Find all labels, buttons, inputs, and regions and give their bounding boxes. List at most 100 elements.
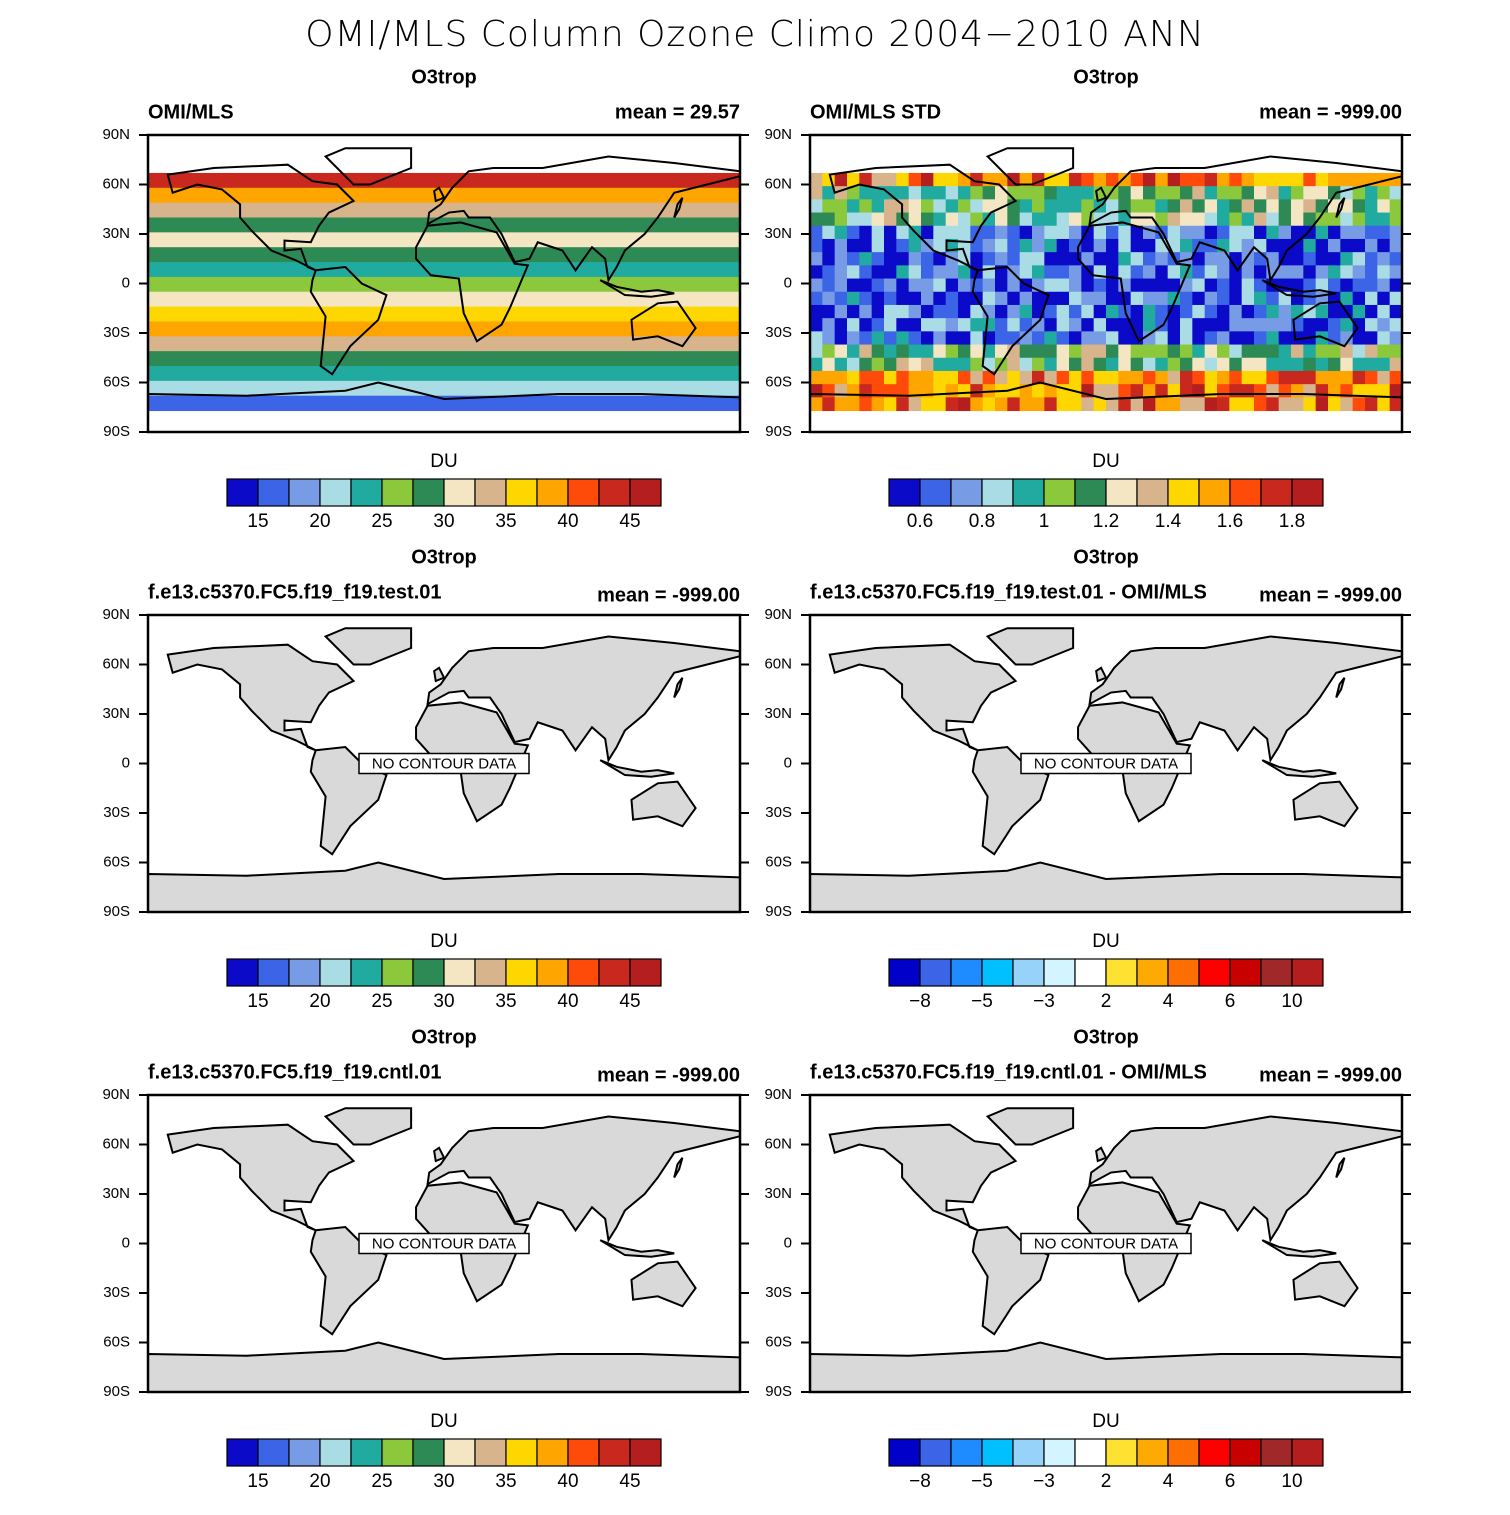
colorbar-tick-label: 35 (495, 991, 516, 1012)
field-cell (1106, 225, 1119, 240)
field-cell (1143, 238, 1156, 253)
field-cell (1291, 344, 1304, 359)
field-cell (1032, 252, 1045, 266)
field-cell (1241, 397, 1255, 412)
map (148, 147, 740, 432)
lat-label: 90N (102, 126, 130, 143)
field-cell (1254, 344, 1267, 359)
field-cell (1340, 238, 1354, 253)
field-cell (958, 225, 971, 240)
lat-label: 60S (765, 853, 792, 870)
field-cell (847, 238, 860, 253)
field-cell (945, 397, 959, 412)
colorbar-box (567, 1438, 600, 1467)
field-cell (1352, 291, 1366, 306)
colorbar-box (888, 958, 921, 987)
field-cell (1389, 397, 1402, 412)
colorbar-box (412, 958, 445, 987)
colorbar-box (319, 478, 352, 507)
field-cell (1328, 186, 1341, 200)
field-cell (847, 357, 860, 372)
field-cell (1130, 225, 1144, 240)
panel: O3trop OMI/MLS mean = 29.57 90N 60N 30N 0 30S 60… (102, 66, 749, 532)
field-cell (1019, 212, 1033, 227)
field-cell (1315, 265, 1329, 280)
lat-label: 60S (765, 373, 792, 390)
field-cell (1254, 291, 1267, 306)
field-cell (822, 384, 836, 398)
field-cell (1143, 331, 1156, 346)
field-cell (896, 278, 910, 293)
field-cell (1352, 265, 1366, 280)
colorbar-tick-label: 10 (1281, 1471, 1302, 1492)
field-cell (1155, 172, 1169, 187)
colorbar-tick-label: 6 (1225, 1471, 1236, 1492)
panel-title: O3trop (1073, 1026, 1139, 1048)
field-cell (810, 370, 823, 385)
colorbar-tick-label: 40 (557, 511, 578, 532)
field-cell (1118, 238, 1132, 253)
field-cell (921, 370, 934, 385)
field-cell (859, 212, 873, 227)
field-cell (1032, 384, 1045, 398)
field-cell (1032, 225, 1045, 240)
field-cell (834, 238, 848, 253)
field-cell (1365, 357, 1378, 372)
field-cell (1106, 344, 1119, 359)
field-cell (1044, 278, 1058, 293)
field-cell (859, 238, 873, 253)
field-cell (970, 370, 984, 385)
field-cell (1328, 278, 1341, 293)
field-cell (834, 252, 848, 266)
field-cell (1130, 304, 1144, 319)
field-cell (1069, 357, 1082, 372)
field-cell (958, 318, 971, 332)
field-cell (1056, 397, 1070, 412)
field-cell (1377, 225, 1391, 240)
field-cell (1180, 344, 1193, 359)
field-cell (1007, 370, 1021, 385)
field-cell (1291, 225, 1304, 240)
colorbar-tick-label: 1.4 (1155, 511, 1182, 532)
colorbar-box (1229, 1438, 1262, 1467)
field-cell (847, 397, 860, 412)
colorbar-box (1167, 478, 1200, 507)
colorbar-tick-label: 15 (247, 1471, 268, 1492)
field-cell (1155, 331, 1169, 346)
field-cell (1032, 331, 1045, 346)
field-cell (1266, 238, 1280, 253)
colorbar-box (950, 1438, 983, 1467)
colorbar-box (381, 478, 414, 507)
field-cell (1389, 199, 1402, 214)
field-cell (1278, 344, 1292, 359)
field-cell (1167, 212, 1181, 227)
field-cell (1389, 238, 1402, 253)
field-cell (908, 252, 922, 266)
colorbar-tick-label: 45 (619, 1471, 640, 1492)
field-cell (1081, 186, 1095, 200)
field-cell (1180, 186, 1193, 200)
field-cell (1130, 397, 1144, 412)
colorbar-box (1291, 958, 1324, 987)
field-cell (1266, 172, 1280, 187)
lat-label: 60N (102, 175, 130, 192)
colorbar-box (381, 958, 414, 987)
field-cell (1192, 291, 1206, 306)
lat-label: 60S (103, 373, 130, 390)
field-cell (834, 291, 848, 306)
field-cell (859, 225, 873, 240)
field-cell (1303, 357, 1317, 372)
field-cell (1069, 225, 1082, 240)
panel-right-label: mean = -999.00 (1259, 584, 1402, 606)
colorbar-tick-label: 25 (371, 991, 392, 1012)
field-cell (1155, 370, 1169, 385)
field-band (148, 336, 740, 352)
field-cell (847, 278, 860, 293)
field-cell (834, 265, 848, 280)
field-cell (970, 331, 984, 346)
lat-label: 0 (784, 754, 792, 771)
lat-label: 0 (122, 1234, 130, 1251)
field-cell (1241, 304, 1255, 319)
field-cell (1143, 344, 1156, 359)
field-cell (1229, 384, 1243, 398)
